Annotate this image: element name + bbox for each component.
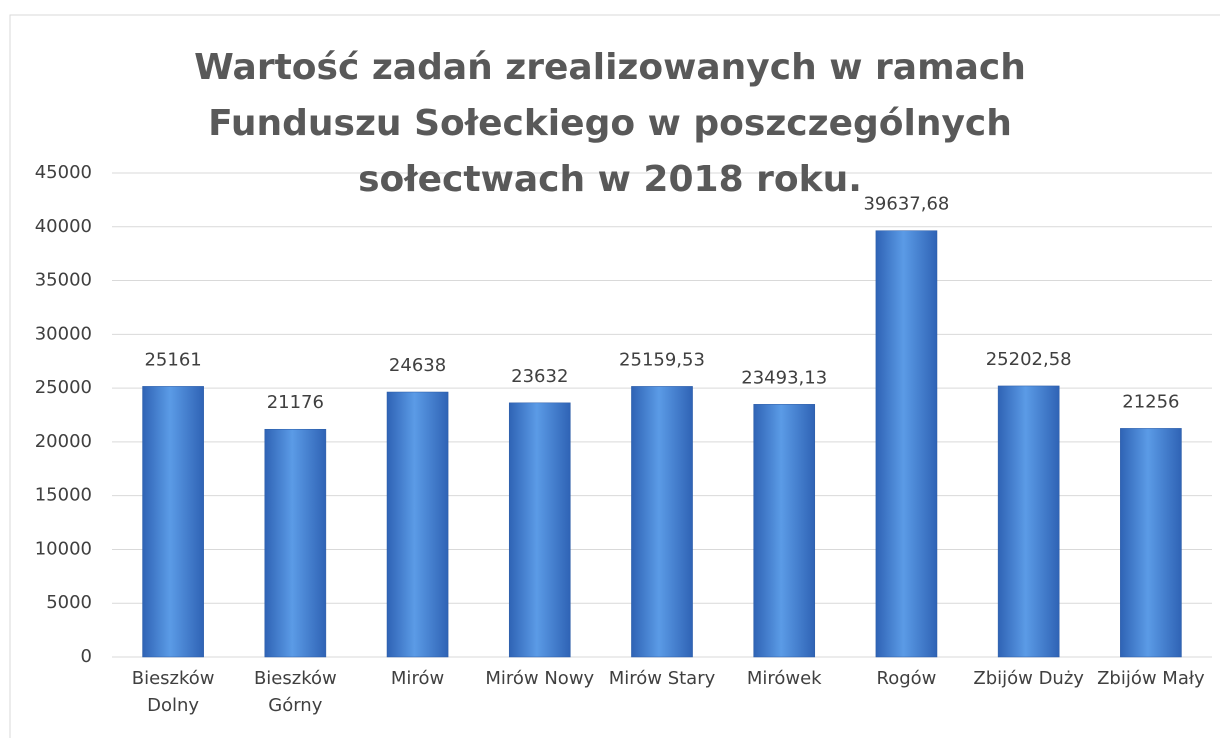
x-tick-label: Bieszków Górny xyxy=(253,668,337,716)
value-label: 21176 xyxy=(267,392,324,413)
value-label: 21256 xyxy=(1122,391,1179,412)
x-tick-label: Mirów Nowy xyxy=(485,668,595,689)
value-label: 24638 xyxy=(389,355,446,376)
x-tick-label: Zbijów Mały xyxy=(1097,668,1205,689)
x-tick-label: Zbijów Duży xyxy=(973,668,1084,689)
bar xyxy=(508,402,571,658)
y-tick-label: 20000 xyxy=(35,431,92,452)
y-tick-label: 0 xyxy=(81,646,92,667)
y-tick-label: 5000 xyxy=(46,592,92,613)
value-label: 39637,68 xyxy=(863,194,949,215)
x-tick-label: Mirów xyxy=(390,668,445,689)
value-label: 25161 xyxy=(144,349,201,370)
bar xyxy=(631,386,693,658)
value-label: 23632 xyxy=(511,366,568,387)
bar xyxy=(753,404,816,658)
value-label: 23493,13 xyxy=(741,367,827,388)
y-tick-label: 25000 xyxy=(35,377,92,398)
y-tick-label: 40000 xyxy=(35,216,92,237)
x-tick-label: Rogów xyxy=(876,668,937,689)
y-tick-label: 10000 xyxy=(35,538,92,559)
y-tick-label: 35000 xyxy=(35,270,92,291)
y-tick-label: 30000 xyxy=(35,323,92,344)
bar xyxy=(264,428,327,658)
x-tick-label: Mirów Stary xyxy=(608,668,716,689)
y-tick-label: 15000 xyxy=(35,485,92,506)
bar xyxy=(875,230,938,658)
bar xyxy=(142,386,204,658)
bar xyxy=(386,391,449,658)
x-tick-label: Bieszków Dolny xyxy=(131,668,215,716)
y-tick-label: 45000 xyxy=(35,162,92,183)
bar xyxy=(997,385,1060,658)
chart-border xyxy=(9,14,1220,738)
value-label: 25202,58 xyxy=(986,349,1072,370)
chart-title: Wartość zadań zrealizowanych w ramach Fu… xyxy=(194,47,1026,200)
value-label: 25159,53 xyxy=(619,349,705,370)
bar xyxy=(1120,428,1182,658)
x-tick-label: Mirówek xyxy=(746,668,822,689)
